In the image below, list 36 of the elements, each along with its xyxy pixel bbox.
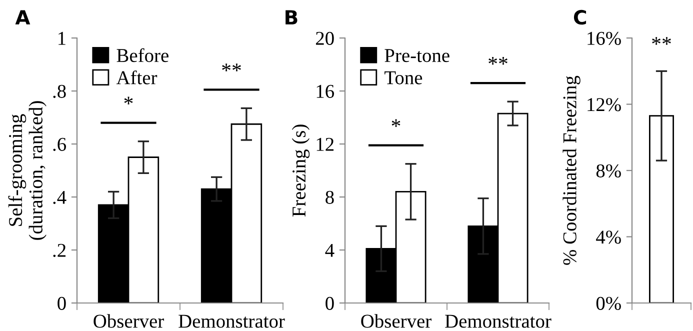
legend-label: Pre-tone	[384, 49, 450, 62]
y-tick-label: 12	[316, 138, 334, 151]
y-tick-label: 1	[58, 32, 66, 45]
x-tick-label: Demonstrator	[445, 314, 552, 328]
annotation: **	[488, 57, 508, 65]
y-tick-label: 0	[58, 296, 66, 310]
y-tick-label: 0%	[596, 296, 621, 310]
y-tick-label: .6	[53, 138, 66, 152]
y-axis-title: Self-grooming (duration, ranked)	[8, 101, 46, 240]
legend-label: Before	[116, 48, 168, 62]
x-tick-label: Observer	[361, 314, 432, 328]
y-tick-label: 8	[326, 190, 334, 204]
annotation: *	[124, 96, 133, 104]
y-tick-label: 20	[316, 32, 334, 45]
y-tick-label: .4	[53, 190, 66, 204]
y-tick-label: 16	[316, 84, 334, 98]
y-tick-label: 4%	[596, 230, 621, 244]
y-tick-label: 0	[326, 296, 334, 310]
chart-title: C	[574, 10, 586, 25]
y-axis-title: % Coordinated Freezing	[562, 76, 580, 265]
y-tick-label: .2	[53, 244, 66, 258]
chart-title: B	[286, 10, 298, 24]
y-tick-label: .8	[53, 84, 66, 98]
y-tick-label: 4	[325, 244, 334, 257]
annotation: **	[222, 64, 241, 72]
x-tick-label: Demonstrator	[178, 314, 285, 328]
y-tick-label: 8%	[596, 164, 621, 178]
annotation: *	[392, 119, 400, 127]
chart-title: A	[15, 10, 30, 24]
x-tick-label: Observer	[94, 314, 164, 328]
y-tick-label: 12%	[588, 98, 621, 112]
y-axis-title: Freezing (s)	[292, 124, 310, 217]
legend-label: Tone	[384, 71, 422, 84]
annotation: **	[652, 37, 671, 45]
y-tick-label: 16%	[588, 32, 621, 45]
legend-label: After	[116, 70, 158, 84]
